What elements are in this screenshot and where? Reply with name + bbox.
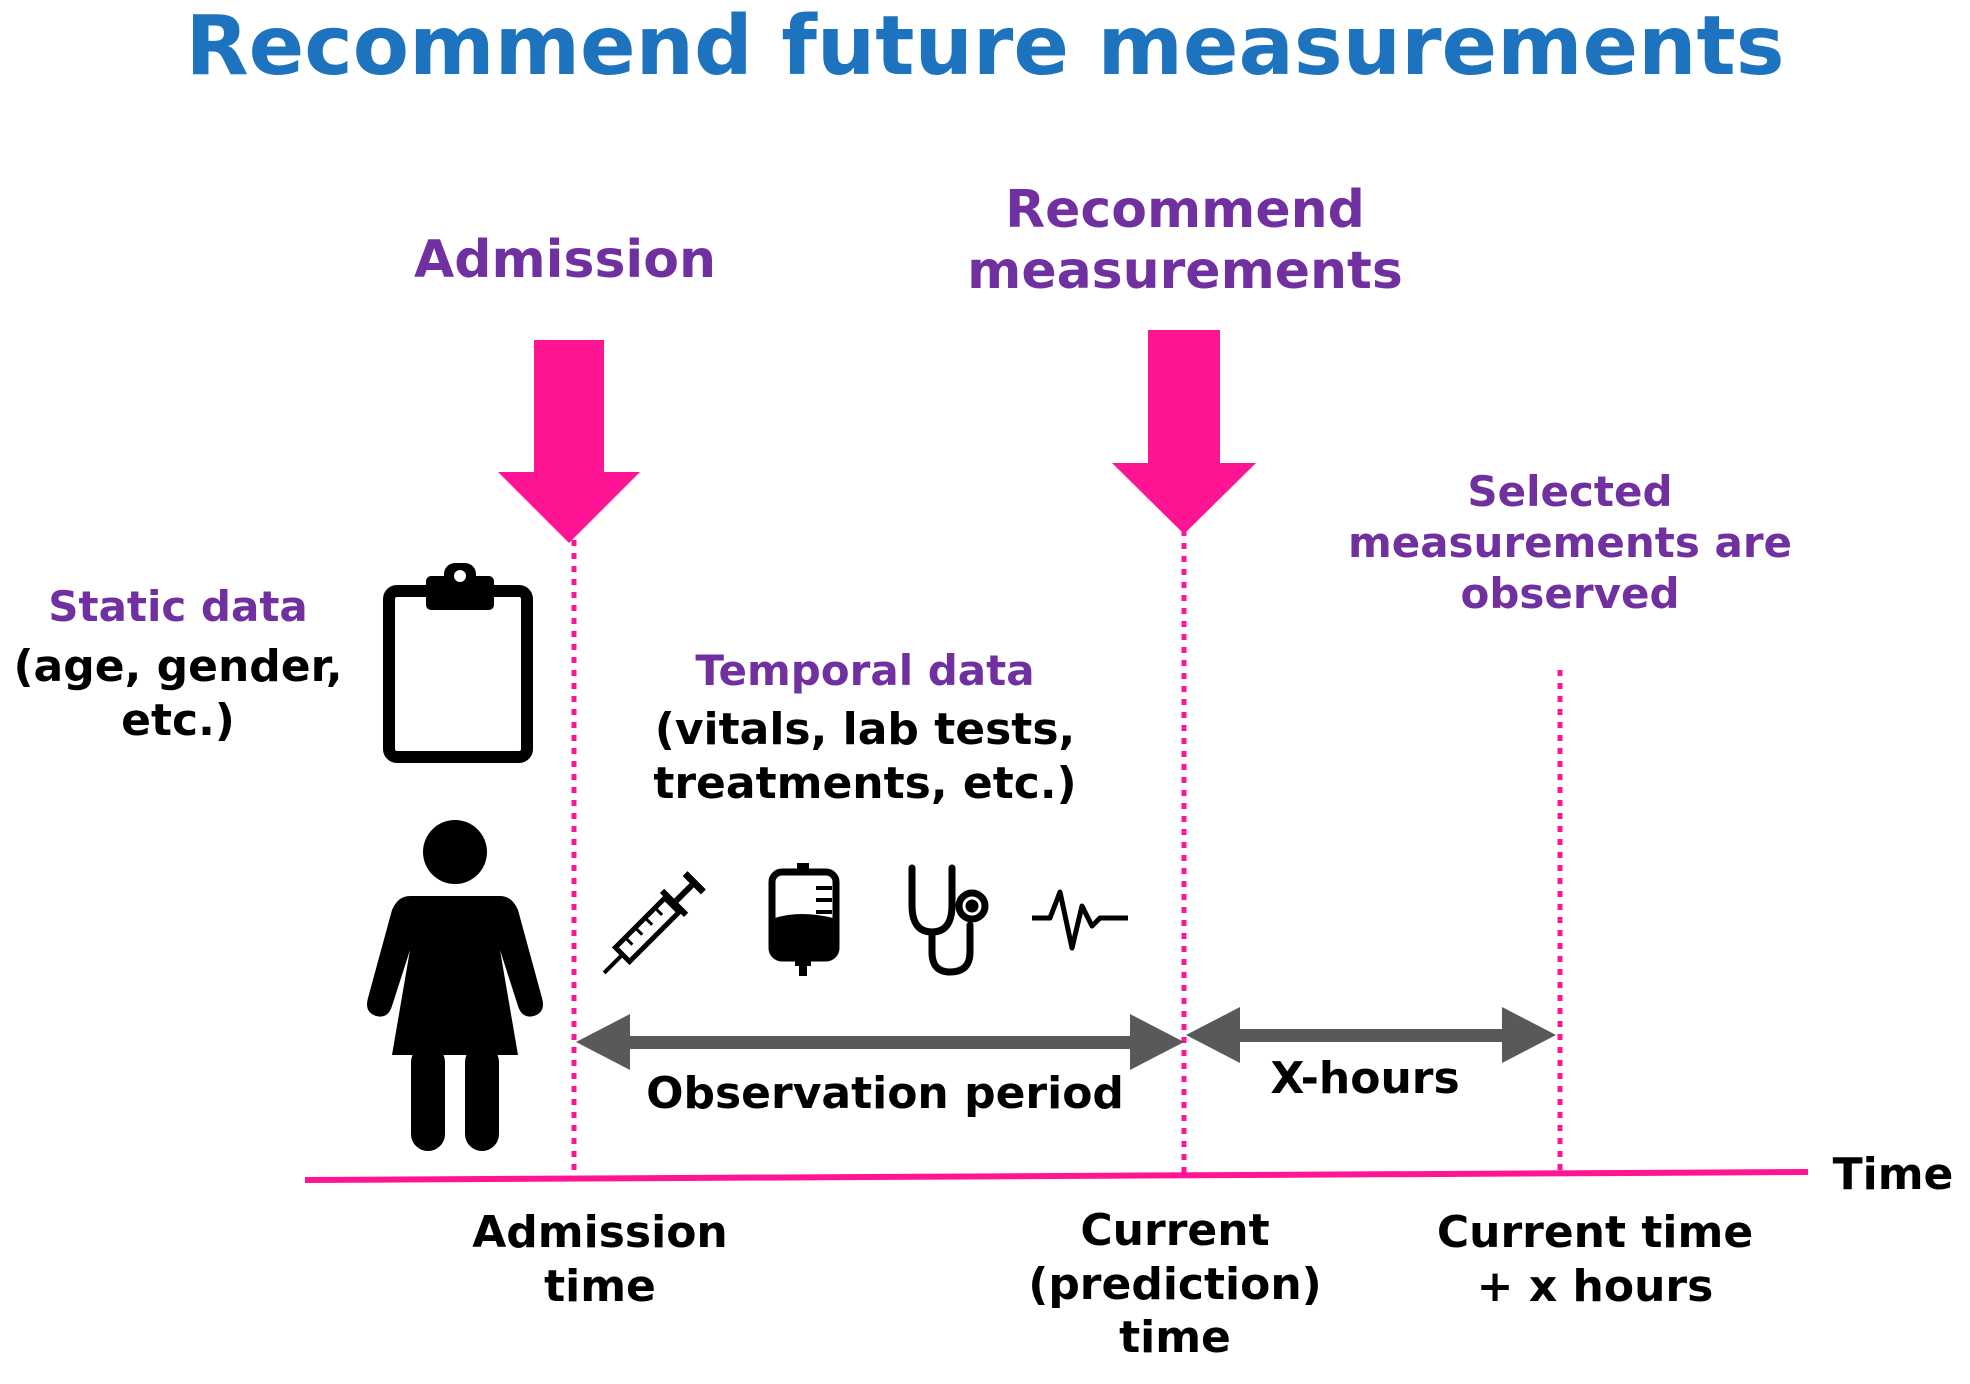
syringe-icon (602, 871, 706, 975)
iv-bag-icon (768, 863, 840, 976)
future-time-label: Current time + x hours (1436, 1207, 1754, 1312)
temporal-data-title: Temporal data (695, 646, 1035, 695)
x-hours-label: X-hours (1270, 1053, 1460, 1104)
recommend-arrow (1112, 330, 1256, 534)
time-axis (304, 1169, 1809, 1183)
page-title: Recommend future measurements (185, 0, 1785, 94)
prediction-time-label: Current (prediction) time (1028, 1205, 1322, 1364)
selected-header: Selected measurements are observed (1347, 467, 1793, 619)
admission-arrow (498, 340, 640, 543)
admission-header: Admission (414, 230, 716, 290)
observation-period-label: Observation period (646, 1068, 1124, 1119)
time-axis-label: Time (1832, 1149, 1954, 1200)
patient-icon (367, 820, 543, 1151)
admission-time-label: Admission time (472, 1207, 728, 1312)
static-data-detail: (age, gender, etc.) (13, 641, 343, 746)
static-data-title: Static data (48, 582, 308, 631)
recommend-header: Recommend measurements (967, 180, 1403, 302)
stethoscope-icon (908, 864, 989, 976)
x-hours-arrow (1186, 1007, 1556, 1063)
pulse-icon (1032, 889, 1128, 951)
temporal-data-detail: (vitals, lab tests, treatments, etc.) (653, 704, 1077, 809)
clipboard-icon (383, 563, 533, 763)
observation-period-arrow (576, 1014, 1184, 1070)
